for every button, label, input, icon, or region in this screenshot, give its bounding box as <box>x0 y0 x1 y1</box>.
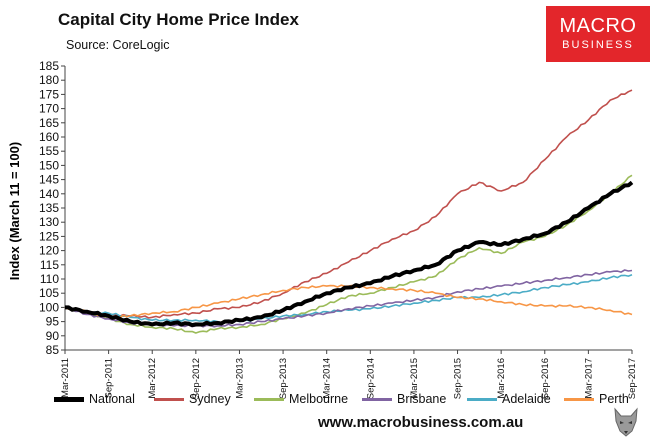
legend-swatch <box>362 397 392 401</box>
legend-label: Brisbane <box>397 392 447 406</box>
y-tick-label: 150 <box>39 158 59 172</box>
legend-swatch <box>467 397 497 401</box>
legend-swatch <box>54 396 84 402</box>
logo-line-2: BUSINESS <box>562 39 634 51</box>
y-tick-label: 145 <box>39 173 59 187</box>
x-tick-label: Sep-2013 <box>278 358 289 399</box>
legend-item-national: National <box>54 390 135 408</box>
y-tick-label: 120 <box>39 244 59 258</box>
y-axis-ticks: 8590951001051101151201251301351401451501… <box>39 59 65 357</box>
legend-label: National <box>89 392 135 406</box>
x-axis-ticks: Mar-2011 Sep-2011 Mar-2012 Sep-2012 Mar-2013… <box>60 350 638 399</box>
x-tick-label: Sep-2015 <box>453 358 464 399</box>
legend-item-perth: Perth <box>564 390 629 408</box>
y-tick-label: 115 <box>40 258 59 272</box>
legend-label: Melbourne <box>289 392 349 406</box>
y-tick-label: 185 <box>39 59 59 73</box>
legend-label: Perth <box>599 392 629 406</box>
series-line-sydney <box>64 89 633 319</box>
y-tick-label: 140 <box>39 187 59 201</box>
y-tick-label: 125 <box>39 229 59 243</box>
series-line-adelaide <box>64 273 633 324</box>
chart-subtitle: Source: CoreLogic <box>66 38 170 52</box>
y-tick-label: 95 <box>46 315 60 329</box>
x-tick-label: Mar-2011 <box>60 358 71 398</box>
legend-swatch <box>564 397 594 401</box>
y-tick-label: 85 <box>46 343 60 357</box>
x-tick-label: Mar-2014 <box>322 358 333 399</box>
wolf-icon <box>614 407 638 437</box>
y-tick-label: 110 <box>40 272 59 286</box>
website-url: www.macrobusiness.com.au <box>318 414 524 431</box>
x-tick-label: Sep-2014 <box>365 358 376 399</box>
legend-label: Sydney <box>189 392 231 406</box>
y-tick-label: 165 <box>39 116 59 130</box>
legend-swatch <box>254 397 284 401</box>
x-tick-label: Sep-2012 <box>191 358 202 399</box>
y-tick-label: 100 <box>39 300 59 314</box>
y-tick-label: 90 <box>46 329 60 343</box>
y-tick-label: 180 <box>39 73 59 87</box>
y-axis-label: Index (March 11 = 100) <box>7 142 22 280</box>
x-tick-label: Mar-2016 <box>496 358 507 399</box>
y-tick-label: 155 <box>39 144 59 158</box>
series-line-perth <box>64 284 633 319</box>
x-tick-label: Sep-2016 <box>540 358 551 399</box>
legend-item-melbourne: Melbourne <box>254 390 348 408</box>
chart-legend: National Sydney Melbourne Brisbane Adelaide P… <box>54 390 654 410</box>
logo-line-1: MACRO <box>559 15 637 37</box>
legend-item-adelaide: Adelaide <box>467 390 551 408</box>
y-tick-label: 130 <box>39 215 59 229</box>
y-tick-label: 170 <box>39 102 59 116</box>
legend-swatch <box>154 397 184 401</box>
legend-item-brisbane: Brisbane <box>362 390 446 408</box>
x-tick-label: Sep-2017 <box>627 358 638 399</box>
y-tick-label: 175 <box>39 87 59 101</box>
series-line-national <box>65 180 634 328</box>
y-tick-label: 105 <box>39 286 59 300</box>
legend-label: Adelaide <box>502 392 551 406</box>
macrobusiness-logo: MACRO BUSINESS <box>546 6 650 62</box>
series-lines <box>64 89 634 334</box>
x-tick-label: Mar-2012 <box>147 358 158 399</box>
y-tick-label: 160 <box>39 130 59 144</box>
chart-title: Capital City Home Price Index <box>58 10 299 29</box>
y-tick-label: 135 <box>39 201 59 215</box>
x-tick-label: Mar-2017 <box>583 358 594 399</box>
x-tick-label: Sep-2011 <box>104 358 115 399</box>
x-tick-label: Mar-2013 <box>234 358 245 399</box>
legend-item-sydney: Sydney <box>154 390 231 408</box>
x-tick-label: Mar-2015 <box>409 358 420 399</box>
